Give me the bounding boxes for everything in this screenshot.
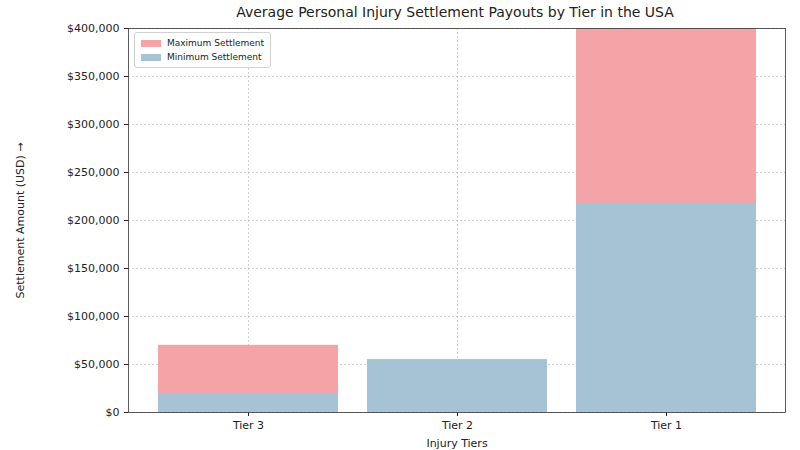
html-text:Average Personal Injury Settle: Average Personal Injury Settlement Payou…	[236, 4, 674, 20]
svg-text:$200,000: $200,000	[67, 214, 120, 227]
svg-text:Tier 1: Tier 1	[650, 419, 682, 432]
svg-text:$50,000: $50,000	[74, 358, 120, 371]
svg-text:Tier 3: Tier 3	[232, 419, 264, 432]
html-text:Minimum Settlement: Minimum Settlement	[167, 52, 262, 62]
svg-text:Injury Tiers: Injury Tiers	[426, 437, 487, 450]
html-text:Maximum Settlement: Maximum Settlement	[167, 38, 265, 48]
svg-text:Settlement Amount (USD) →: Settlement Amount (USD) →	[14, 143, 27, 299]
svg-text:$300,000: $300,000	[67, 118, 120, 131]
svg-text:$400,000: $400,000	[67, 24, 120, 35]
svg-text:$100,000: $100,000	[67, 310, 120, 323]
svg-text:$250,000: $250,000	[67, 166, 120, 179]
svg-text:$150,000: $150,000	[67, 262, 120, 275]
svg-text:$0: $0	[106, 406, 120, 419]
svg-text:Tier 2: Tier 2	[441, 419, 473, 432]
svg-text:$350,000: $350,000	[67, 70, 120, 83]
